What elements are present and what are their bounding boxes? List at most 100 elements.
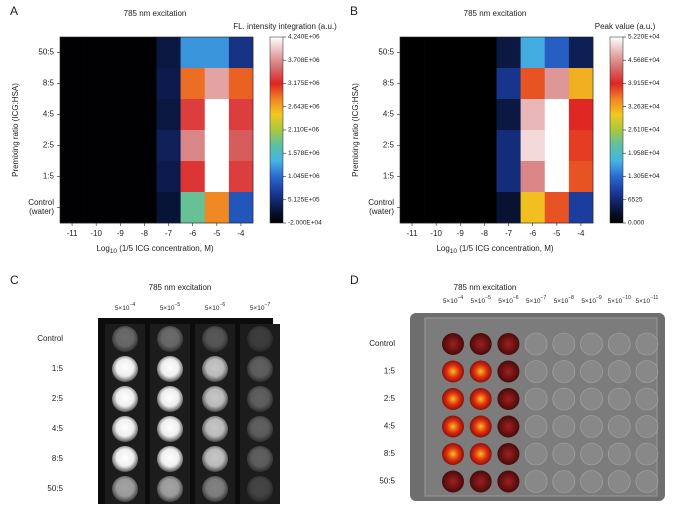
well: [607, 415, 631, 438]
row-label: 1:5: [52, 364, 64, 373]
heatmap-cell: [544, 192, 570, 224]
column-label: 5×10−6: [498, 295, 519, 304]
colorbar: [269, 36, 284, 224]
column-label-exponent: −6: [219, 302, 225, 308]
heatmap-cell: [544, 37, 570, 69]
well: [524, 442, 548, 466]
well: [247, 386, 273, 412]
column-label-exponent: −5: [485, 295, 491, 301]
column-label-base: 5×10: [636, 298, 651, 305]
heatmap-cell: [400, 99, 425, 131]
heatmap-cell: [204, 130, 230, 162]
row-label: 1:5: [384, 367, 396, 376]
heatmap-cell: [132, 161, 157, 193]
well: [442, 333, 464, 355]
column-label-exponent: −7: [264, 302, 270, 308]
well: [202, 416, 228, 442]
heatmap-cell: [472, 161, 497, 193]
well: [157, 356, 183, 382]
colorbar: [609, 36, 624, 224]
x-axis-label: Log10 (1/5 ICG concentration, M): [96, 244, 213, 255]
heatmap-cell: [400, 37, 425, 69]
column-label-base: 5×10: [608, 298, 623, 305]
column-label-exponent: −9: [596, 295, 602, 301]
heatmap-cell: [180, 37, 206, 69]
well: [524, 360, 548, 383]
heatmap-cell: [60, 68, 85, 100]
heatmap-cell: [132, 37, 157, 69]
column-label-base: 5×10: [526, 298, 541, 305]
column-label-base: 5×10: [160, 305, 175, 312]
y-tick-label: Control (water): [368, 198, 394, 216]
heatmap-cell: [60, 192, 85, 224]
heatmap-cell: [228, 99, 254, 131]
heatmap-cell: [60, 99, 85, 131]
column-label-base: 5×10: [498, 298, 513, 305]
column-label: 5×10−7: [250, 302, 271, 311]
heatmap-cell: [156, 37, 181, 69]
well: [497, 388, 520, 410]
heatmap-cell: [400, 130, 425, 162]
heatmap-cell: [544, 68, 570, 100]
heatmap-cell: [84, 68, 109, 100]
image-panel: [410, 313, 665, 501]
heatmap-cell: [84, 99, 109, 131]
y-tick-label: 2:5: [43, 141, 55, 150]
well: [524, 332, 548, 356]
heatmap-cell: [180, 161, 206, 193]
colorbar-tick-label: 3.263E+04: [628, 103, 660, 110]
well: [635, 415, 659, 438]
heatmap-cell: [424, 161, 449, 193]
row-label: 8:5: [384, 449, 396, 458]
row-label: 2:5: [52, 394, 64, 403]
well: [157, 446, 183, 472]
well: [469, 388, 492, 410]
column-label-base: 5×10: [250, 305, 265, 312]
heatmap-cell: [520, 37, 546, 69]
y-tick-label: 8:5: [43, 79, 55, 88]
heatmap-cell: [448, 37, 473, 69]
well: [552, 360, 576, 383]
heatmap-cell: [204, 192, 230, 224]
y-tick-label: 1:5: [383, 172, 395, 181]
x-tick-label: -11: [67, 229, 79, 238]
heatmap-cell: [108, 192, 133, 224]
x-axis-label: Log10 (1/5 ICG concentration, M): [436, 244, 553, 255]
well: [552, 415, 576, 438]
well: [580, 415, 603, 438]
heatmap-cell: [180, 130, 206, 162]
panel-label: C: [10, 273, 19, 287]
heatmap-cell: [544, 99, 570, 131]
heatmap-cell: [180, 68, 206, 100]
well: [442, 360, 464, 383]
well: [552, 442, 576, 466]
colorbar-label: FL. intensity integration (a.u.): [233, 22, 337, 31]
heatmap-cell: [132, 192, 157, 224]
colorbar-tick-label: 4.240E+06: [288, 34, 320, 41]
heatmap-cell: [228, 161, 254, 193]
heatmap-cell: [448, 130, 473, 162]
plot-frame: [59, 36, 254, 224]
heatmap-cell: [568, 68, 594, 100]
x-tick-label: -6: [529, 229, 537, 238]
heatmap-cell: [400, 161, 425, 193]
well: [247, 446, 273, 472]
heatmap-cell: [472, 130, 497, 162]
column-label: 5×10−11: [636, 295, 659, 304]
heatmap-cell: [180, 192, 206, 224]
well: [524, 387, 548, 411]
chart-title: 785 nm excitation: [454, 283, 517, 292]
row-label: Control: [369, 339, 395, 348]
well: [442, 470, 464, 493]
heatmap-cell: [496, 37, 521, 69]
y-tick-label: 50:5: [38, 48, 54, 57]
heatmap-cell: [204, 161, 230, 193]
well: [157, 476, 183, 502]
plot-frame: [399, 36, 594, 224]
row-label: Control: [37, 334, 63, 343]
heatmap-cell: [108, 161, 133, 193]
heatmap-cell: [472, 192, 497, 224]
x-tick-label: -10: [430, 229, 442, 238]
x-axis-label-part: Log: [436, 244, 449, 253]
